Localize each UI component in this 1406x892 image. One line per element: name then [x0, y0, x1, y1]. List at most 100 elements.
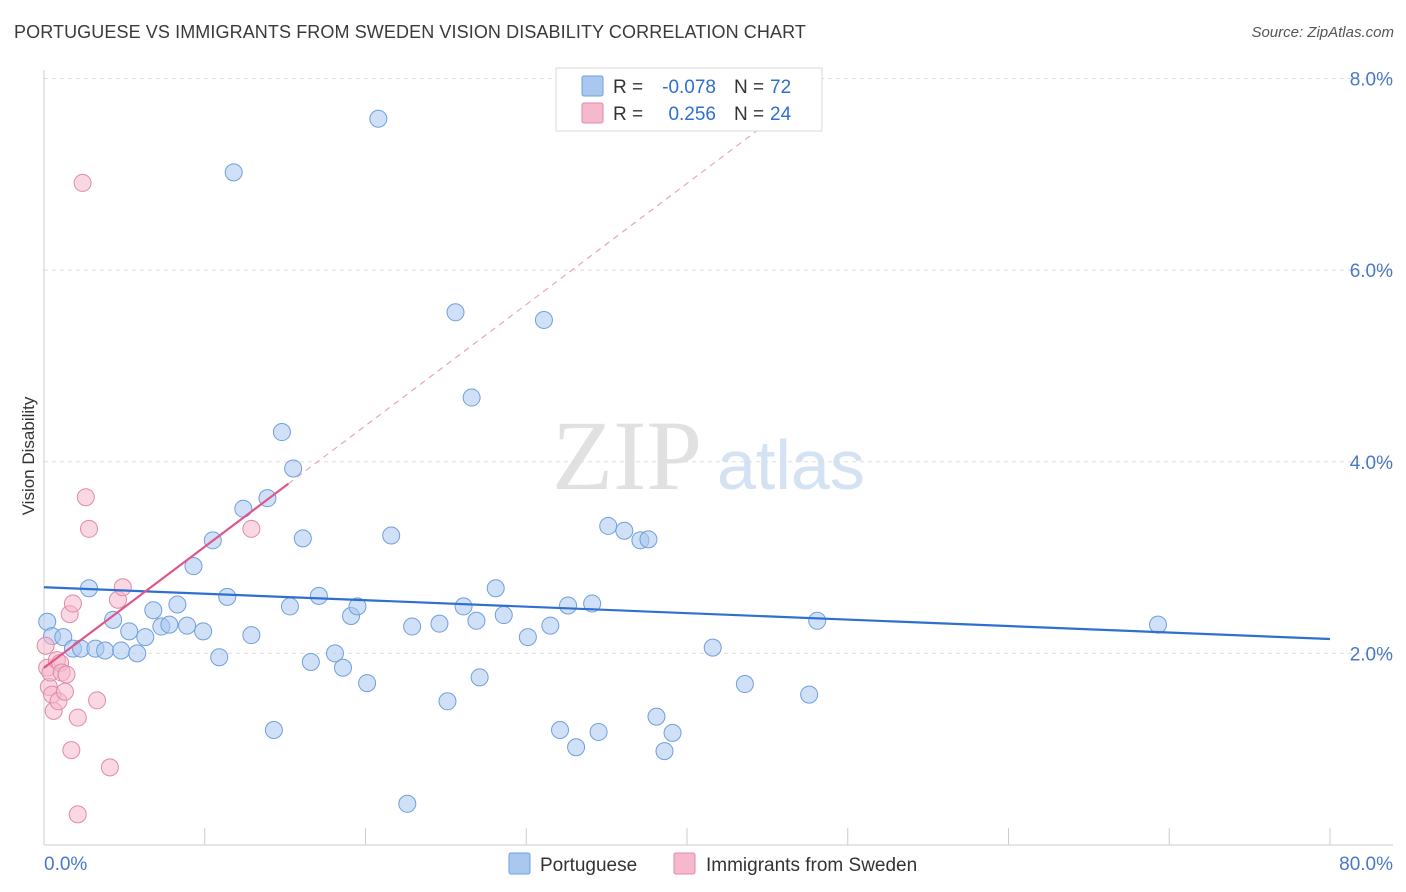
point-portuguese-34 [325, 644, 344, 663]
point-portuguese-30 [284, 459, 303, 478]
point-portuguese-50 [486, 579, 505, 598]
point-portuguese-57 [567, 738, 586, 757]
point-sweden-11 [57, 665, 76, 684]
stats-swatch-portuguese [581, 75, 604, 97]
point-portuguese-27 [264, 721, 283, 740]
y-axis-tick-labels: 2.0% 4.0% 6.0% 8.0% [1350, 70, 1393, 666]
trend-lines [43, 98, 1331, 669]
point-portuguese-12 [136, 628, 155, 647]
legend-label-sweden[interactable]: Immigrants from Sweden [706, 855, 917, 876]
point-portuguese-25 [242, 626, 261, 645]
point-sweden-16 [68, 805, 87, 824]
point-portuguese-9 [112, 641, 131, 660]
point-portuguese-46 [454, 597, 473, 616]
stats-r-value-sweden: 0.256 [668, 104, 716, 125]
point-portuguese-33 [309, 586, 328, 605]
stats-r-value-portuguese: -0.078 [662, 77, 716, 98]
point-portuguese-38 [358, 674, 377, 693]
point-portuguese-15 [160, 615, 179, 634]
point-sweden-19 [80, 519, 99, 538]
point-portuguese-45 [446, 303, 465, 322]
point-portuguese-65 [655, 742, 674, 761]
y-tick-label-2: 2.0% [1350, 644, 1393, 665]
point-portuguese-31 [293, 529, 312, 548]
gridlines [44, 78, 1393, 654]
series-portuguese-points [38, 109, 1167, 813]
point-sweden-14 [63, 594, 82, 613]
point-portuguese-39 [369, 109, 388, 128]
point-sweden-10 [55, 682, 74, 701]
point-portuguese-16 [168, 595, 187, 614]
point-portuguese-54 [541, 616, 560, 635]
point-portuguese-68 [735, 675, 754, 694]
point-portuguese-35 [333, 658, 352, 677]
point-portuguese-23 [224, 163, 243, 182]
legend-swatch-sweden[interactable] [673, 852, 696, 875]
point-sweden-23 [113, 578, 132, 597]
watermark-zip: ZIP [552, 400, 702, 511]
point-sweden-18 [76, 488, 95, 507]
point-sweden-21 [100, 758, 119, 777]
point-portuguese-10 [120, 622, 139, 641]
stats-n-value-sweden: 24 [770, 104, 792, 125]
y-tick-label-6: 6.0% [1350, 261, 1393, 282]
series-sweden-points [36, 173, 261, 824]
stats-n-label-sweden: N = [734, 104, 764, 125]
point-portuguese-63 [639, 530, 658, 549]
stats-r-label-portuguese: R = [613, 77, 643, 98]
stats-r-label-sweden: R = [613, 104, 643, 125]
point-portuguese-49 [470, 668, 489, 687]
point-sweden-24 [242, 519, 261, 538]
point-portuguese-51 [494, 606, 513, 625]
point-sweden-20 [88, 691, 107, 710]
x-tick-label-max: 80.0% [1339, 854, 1393, 875]
point-portuguese-64 [647, 707, 666, 726]
point-portuguese-69 [800, 685, 819, 704]
stats-n-label-portuguese: N = [734, 77, 764, 98]
point-portuguese-67 [703, 638, 722, 657]
point-portuguese-40 [382, 526, 401, 545]
point-portuguese-7 [96, 641, 115, 660]
point-sweden-15 [68, 708, 87, 727]
point-portuguese-18 [184, 557, 203, 576]
point-portuguese-42 [403, 617, 422, 636]
stats-swatch-sweden [581, 102, 604, 124]
point-portuguese-19 [194, 622, 213, 641]
point-portuguese-22 [218, 587, 237, 606]
y-tick-label-8: 8.0% [1350, 70, 1393, 91]
point-portuguese-21 [210, 648, 229, 667]
trend-line-sweden-extension [287, 98, 800, 485]
watermark-atlas: atlas [717, 426, 865, 504]
y-tick-label-4: 4.0% [1350, 453, 1393, 474]
point-portuguese-44 [438, 692, 457, 711]
point-portuguese-24 [234, 499, 253, 518]
point-sweden-0 [36, 636, 55, 655]
trend-line-portuguese [43, 586, 1331, 641]
source-credit: Source: ZipAtlas.com [1251, 24, 1394, 41]
point-portuguese-59 [589, 722, 608, 741]
point-portuguese-43 [430, 614, 449, 633]
stats-n-value-portuguese: 72 [770, 77, 791, 98]
point-portuguese-71 [1148, 615, 1167, 634]
x-axis-ticks [43, 828, 1331, 845]
chart-title: PORTUGUESE VS IMMIGRANTS FROM SWEDEN VIS… [14, 22, 806, 42]
point-portuguese-17 [178, 616, 197, 635]
point-portuguese-47 [462, 388, 481, 407]
legend-label-portuguese[interactable]: Portuguese [540, 855, 637, 876]
x-tick-label-min: 0.0% [44, 854, 87, 875]
point-portuguese-56 [559, 596, 578, 615]
stats-box: R = -0.078 N = 72 R = 0.256 N = 24 [555, 67, 823, 132]
point-portuguese-70 [808, 611, 827, 630]
watermark: ZIP atlas [552, 400, 865, 511]
point-portuguese-58 [583, 594, 602, 613]
legend-swatch-portuguese[interactable] [508, 852, 531, 875]
point-portuguese-11 [128, 644, 147, 663]
point-portuguese-55 [551, 721, 570, 740]
point-portuguese-28 [272, 423, 291, 442]
point-portuguese-13 [144, 601, 163, 620]
point-portuguese-37 [348, 597, 367, 616]
point-portuguese-29 [280, 597, 299, 616]
point-portuguese-41 [398, 794, 417, 813]
point-portuguese-60 [599, 516, 618, 535]
